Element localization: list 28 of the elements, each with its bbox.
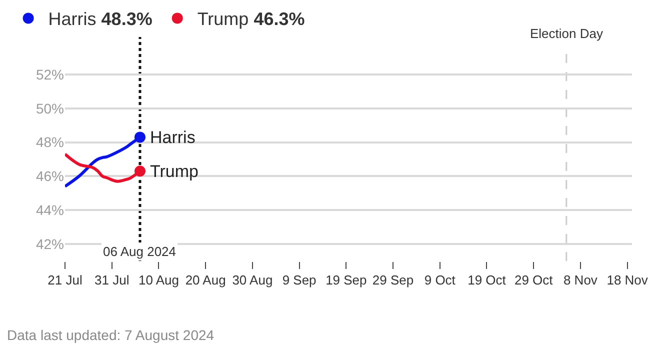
ref-line-label: 06 Aug 2024 bbox=[103, 244, 176, 259]
x-tick-label: 30 Aug bbox=[232, 272, 273, 288]
x-tick-label: 9 Oct bbox=[424, 272, 456, 288]
y-tick-label: 42% bbox=[36, 236, 64, 252]
ref-line-label: Election Day bbox=[530, 26, 604, 41]
x-tick-label: 10 Aug bbox=[138, 272, 179, 288]
x-tick-label: 8 Nov bbox=[563, 272, 598, 288]
y-tick-label: 50% bbox=[36, 100, 64, 116]
text: Data last updated: 7 August 2024 bbox=[7, 327, 214, 343]
x-tick-label: 9 Sep bbox=[282, 272, 316, 288]
x-tick-label: 19 Sep bbox=[326, 272, 367, 288]
x-tick-label: 29 Sep bbox=[372, 272, 414, 288]
x-tick-label: 31 Jul bbox=[94, 272, 130, 288]
x-tick-label: 29 Oct bbox=[514, 272, 554, 288]
legend-label: Harris bbox=[48, 9, 96, 30]
x-tick-label: 21 Jul bbox=[48, 272, 82, 288]
text: 48.3% bbox=[101, 9, 152, 30]
text: Harris bbox=[150, 128, 196, 147]
text: 46.3% bbox=[254, 9, 305, 30]
y-tick-label: 46% bbox=[36, 168, 64, 184]
y-tick-label: 48% bbox=[36, 134, 64, 150]
text: Trump bbox=[150, 162, 198, 181]
x-tick-label: 18 Nov bbox=[606, 272, 648, 288]
legend-label: Trump bbox=[197, 9, 249, 30]
x-tick-label: 19 Oct bbox=[468, 272, 506, 288]
y-tick-label: 44% bbox=[36, 202, 64, 218]
y-tick-label: 52% bbox=[36, 66, 64, 82]
x-tick-label: 20 Aug bbox=[185, 272, 226, 288]
